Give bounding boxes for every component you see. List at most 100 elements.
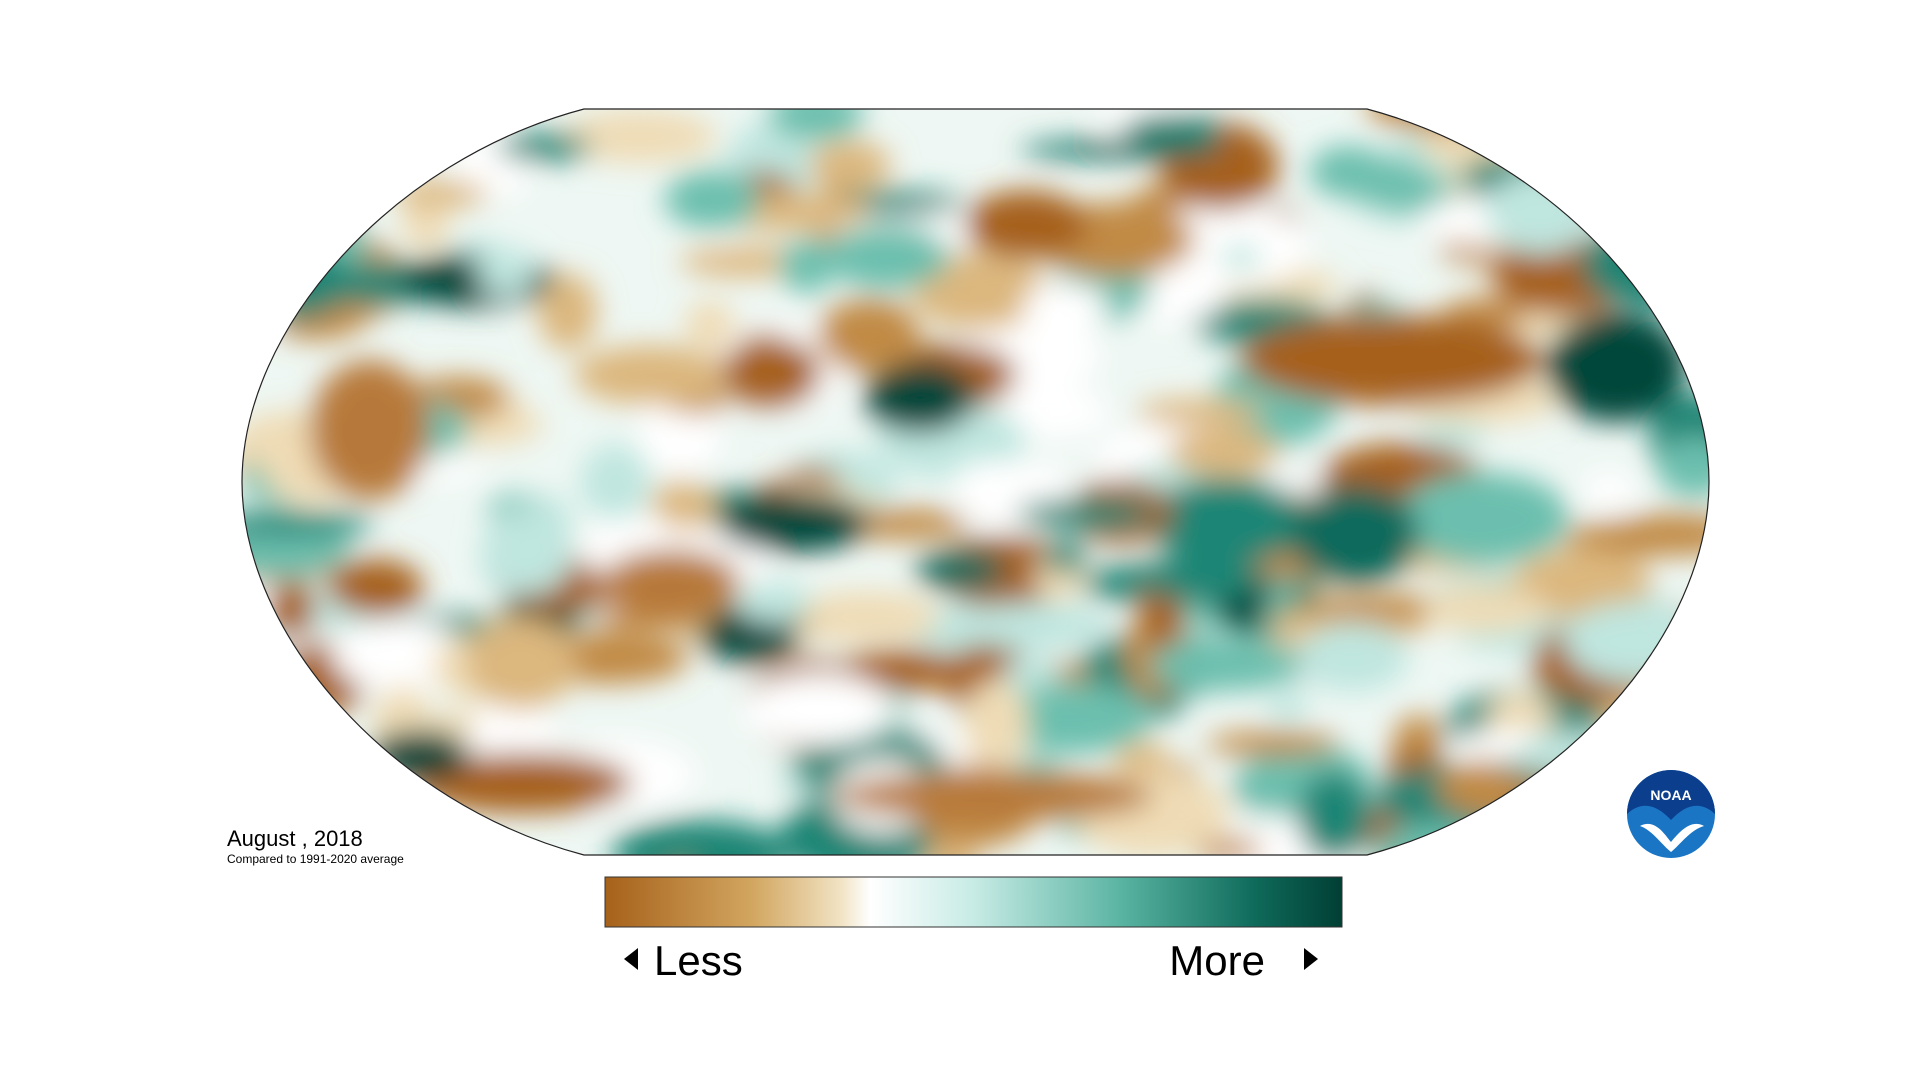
anomaly-blob xyxy=(664,170,761,230)
anomaly-blob xyxy=(721,338,821,408)
anomaly-blob xyxy=(1044,539,1087,574)
anomaly-blob xyxy=(464,616,577,711)
anomaly-blob xyxy=(992,683,1153,754)
anomaly-blob xyxy=(1581,472,1639,511)
anomaly-blob xyxy=(1242,315,1542,405)
anomaly-blob xyxy=(1417,109,1575,176)
anomaly-blob xyxy=(717,493,871,553)
logo-text: NOAA xyxy=(1650,787,1691,803)
logo-top xyxy=(1627,770,1715,820)
anomaly-blob xyxy=(684,300,735,351)
anomaly-blob xyxy=(926,833,977,855)
anomaly-blob xyxy=(1135,398,1264,427)
anomaly-blob xyxy=(1655,436,1709,498)
anomaly-blob xyxy=(1015,498,1155,530)
anomaly-blob xyxy=(242,242,351,319)
anomaly-blob xyxy=(1565,520,1693,558)
less-arrow xyxy=(624,948,638,970)
anomaly-blob xyxy=(1422,586,1548,633)
anomaly-blob xyxy=(257,154,312,181)
more-label: More xyxy=(1169,937,1265,984)
anomaly-blob xyxy=(824,224,950,289)
less-label: Less xyxy=(654,937,743,984)
anomaly-blob xyxy=(1021,282,1108,333)
anomaly-blob xyxy=(1020,140,1220,160)
anomaly-blob xyxy=(496,133,592,162)
anomaly-blob xyxy=(1297,771,1372,855)
anomaly-blob xyxy=(370,730,470,780)
anomaly-blob xyxy=(626,830,696,855)
map-area xyxy=(242,109,1709,855)
anomaly-blob xyxy=(573,345,728,406)
anomaly-blob xyxy=(242,511,375,537)
anomaly-blob xyxy=(779,238,835,294)
anomaly-blob xyxy=(1147,638,1305,691)
anomaly-blob xyxy=(1620,187,1709,256)
anomaly-blob xyxy=(562,109,718,164)
anomaly-blob xyxy=(768,109,864,141)
anomaly-blob xyxy=(915,550,1005,590)
anomaly-blob xyxy=(537,273,598,351)
anomaly-blob xyxy=(964,190,1088,259)
anomaly-blob xyxy=(402,194,450,252)
anomaly-blob xyxy=(412,753,632,813)
anomaly-blob xyxy=(601,549,741,619)
anomaly-blob xyxy=(1205,731,1340,757)
anomaly-blob xyxy=(1139,556,1263,601)
anomaly-blob xyxy=(1546,312,1686,422)
logo-bird xyxy=(1640,823,1704,852)
anomaly-blob xyxy=(808,140,892,191)
anomaly-blob xyxy=(1417,420,1487,450)
anomaly-blob xyxy=(392,180,489,208)
anomaly-blob xyxy=(910,252,1049,331)
anomaly-blob xyxy=(1394,714,1441,756)
anomaly-blob xyxy=(242,109,396,149)
anomaly-blob xyxy=(315,133,429,166)
anomaly-blob xyxy=(1308,145,1390,198)
anomaly-blob xyxy=(1516,782,1622,855)
anomaly-blob xyxy=(679,246,810,277)
anomaly-blob xyxy=(1296,622,1409,692)
more-arrow xyxy=(1304,948,1318,970)
anomaly-blob xyxy=(1194,837,1263,855)
map-outline xyxy=(241,108,1710,856)
subtitle: Compared to 1991-2020 average xyxy=(227,852,404,866)
anomaly-blob xyxy=(1563,601,1708,683)
anomaly-blob xyxy=(269,192,321,225)
anomaly-blob xyxy=(1266,689,1309,722)
anomaly-blob xyxy=(327,558,424,616)
anomaly-blob xyxy=(954,602,1111,649)
anomaly-blob xyxy=(1366,109,1509,132)
anomaly-blob xyxy=(834,771,1154,821)
noaa-logo: NOAA xyxy=(1627,770,1715,858)
anomaly-blob xyxy=(1573,109,1633,132)
anomaly-blob xyxy=(835,649,967,692)
anomaly-blob xyxy=(865,363,975,433)
anomaly-blob xyxy=(791,591,940,643)
anomaly-blob xyxy=(242,785,281,825)
anomaly-blob xyxy=(1590,155,1709,207)
anomaly-blob xyxy=(1397,472,1570,565)
anomaly-blob xyxy=(1428,820,1602,855)
anomaly-blob xyxy=(254,723,310,765)
anomaly-blob xyxy=(476,247,535,296)
anomaly-blob xyxy=(1594,132,1669,168)
anomaly-blob xyxy=(817,298,921,373)
anomaly-blob xyxy=(1512,548,1653,620)
anomaly-blob xyxy=(242,109,296,125)
anomaly-blob xyxy=(737,581,812,623)
anomaly-blob xyxy=(481,507,574,595)
anomaly-blob xyxy=(1527,109,1688,153)
anomaly-blob xyxy=(1581,218,1709,310)
anomaly-blob xyxy=(1220,244,1262,272)
anomaly-blob xyxy=(310,360,430,500)
anomaly-blob xyxy=(1290,485,1420,585)
anomaly-blob xyxy=(743,673,895,746)
date-label: August , 2018 xyxy=(227,826,363,851)
anomaly-blob xyxy=(836,508,970,540)
anomaly-blob xyxy=(1373,823,1499,855)
anomaly-blob xyxy=(963,679,1029,768)
anomaly-blob xyxy=(1485,170,1595,255)
